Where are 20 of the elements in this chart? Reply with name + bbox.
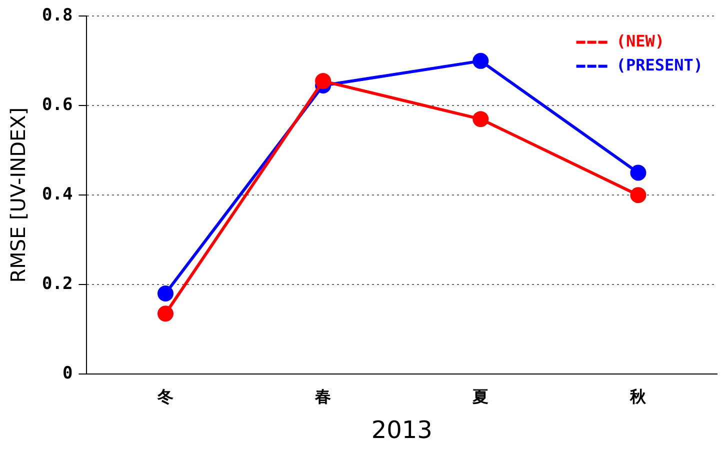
point bbox=[315, 73, 332, 90]
x-tick-label: 春 bbox=[314, 386, 332, 406]
legend-label: (PRESENT) bbox=[616, 55, 704, 74]
x-tick-label: 冬 bbox=[156, 386, 174, 406]
y-tick-label: 0.6 bbox=[42, 95, 73, 116]
point bbox=[157, 306, 174, 322]
y-tick-label: 0 bbox=[62, 363, 73, 384]
point bbox=[157, 285, 174, 302]
x-tick-label: 秋 bbox=[629, 386, 648, 406]
y-tick-label: 0.8 bbox=[42, 6, 73, 26]
point bbox=[630, 187, 646, 204]
point bbox=[472, 111, 489, 128]
legend-label: (NEW) bbox=[616, 31, 664, 50]
y-tick-label: 0.2 bbox=[42, 274, 73, 294]
point bbox=[630, 164, 646, 181]
x-axis-title: 2013 bbox=[371, 416, 432, 444]
y-tick-label: 0.4 bbox=[42, 184, 73, 205]
point bbox=[472, 52, 489, 69]
x-tick-label: 夏 bbox=[472, 386, 489, 406]
y-axis-title: RMSE [UV-INDEX] bbox=[6, 107, 30, 283]
